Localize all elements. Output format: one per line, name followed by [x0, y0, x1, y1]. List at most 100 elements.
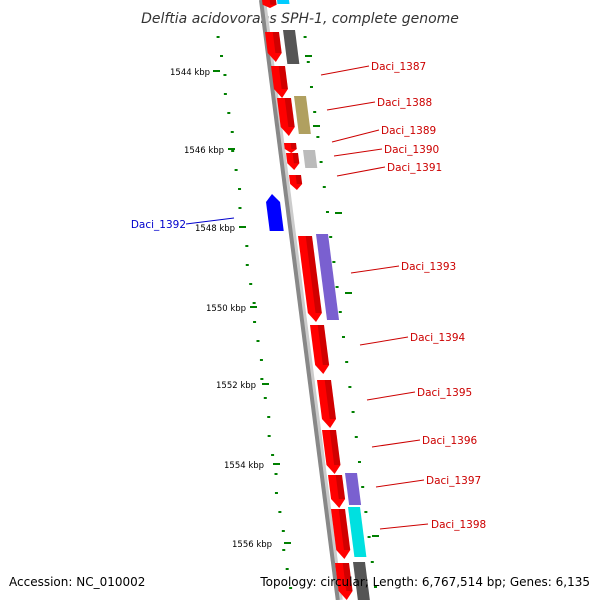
accession-text: Accession: NC_010002 [9, 575, 145, 589]
gene-label: Daci_1393 [401, 261, 456, 273]
tick-dot [231, 150, 235, 152]
tick-dot [274, 473, 278, 475]
tick-dot [267, 416, 271, 418]
gene-arrow-shade [295, 175, 303, 184]
leader-line [359, 336, 409, 346]
tick-dot [329, 236, 333, 238]
leader-line [326, 101, 376, 111]
gene-arrow [331, 509, 351, 559]
gene-label: Daci_1396 [422, 435, 478, 447]
tick-dot [322, 186, 326, 188]
gene-label: Daci_1395 [417, 387, 472, 399]
gene-arrow-shade [317, 325, 330, 365]
gene-arrow [317, 380, 336, 428]
feature-bars [277, 0, 370, 600]
tick-dot [216, 36, 220, 38]
gene-arrow-shade [278, 66, 288, 89]
feature-bar [283, 30, 300, 64]
scale-labels: 1544 kbp 1546 kbp 1548 kbp 1550 kbp 1552 kbp… [170, 68, 291, 550]
tick-dot [223, 93, 227, 95]
leader-line [350, 265, 400, 274]
scale-label: 1544 kbp [170, 68, 210, 78]
gene-label: Daci_1394 [410, 332, 466, 344]
tick-dot [234, 169, 238, 171]
tick-dot [238, 207, 242, 209]
tick-dot [367, 536, 371, 538]
tick-dot [303, 36, 307, 38]
gene-arrow-shade [305, 236, 322, 313]
tick-dot [274, 492, 278, 494]
gene-label: Daci_1389 [381, 125, 436, 137]
scale-dash [213, 70, 220, 72]
scale-dash [273, 463, 280, 465]
feature-bar [277, 0, 290, 4]
tick-dot [316, 136, 320, 138]
feature-bar [316, 234, 340, 320]
tick-dot [227, 112, 231, 114]
tick-dot [373, 586, 377, 588]
tick-dot [309, 86, 313, 88]
leader-line [331, 129, 380, 143]
tick-dot [252, 302, 256, 304]
scale-dash [284, 542, 291, 544]
tick-dot [278, 511, 282, 513]
tick-dot [230, 131, 234, 133]
leader-line [336, 166, 386, 177]
tick-dash [345, 292, 352, 294]
scale-dash [262, 383, 269, 385]
tick-dot [223, 74, 227, 76]
gene-arrow-shade [329, 430, 341, 465]
tick-dot [313, 111, 317, 113]
leader-line [379, 523, 429, 530]
backbone-line [258, 0, 340, 600]
tick-dot [354, 436, 358, 438]
tick-dot [281, 530, 285, 532]
tick-dot [245, 264, 249, 266]
tick-marks [216, 36, 379, 589]
gene-arrow-reverse [266, 194, 284, 231]
gene-arrow [262, 0, 277, 8]
gene-labels: Daci_1387 Daci_1388 Daci_1389 Daci_1390 Daci… [131, 61, 486, 531]
scale-label: 1554 kbp [224, 461, 264, 471]
tick-dash [305, 55, 312, 57]
tick-dot [238, 188, 242, 190]
tick-dot [335, 286, 339, 288]
tick-dot [357, 461, 361, 463]
leader-line [185, 217, 235, 225]
tick-dot [245, 245, 249, 247]
gene-arrow-shade [335, 475, 346, 499]
gene-arrow [310, 325, 330, 374]
label-leader-lines [185, 65, 429, 530]
leader-line [371, 439, 421, 448]
scale-label: 1556 kbp [232, 540, 272, 550]
scale-label: 1548 kbp [195, 224, 235, 234]
scale-dash [250, 306, 257, 308]
tick-dot [220, 55, 224, 57]
tick-dash [313, 125, 320, 127]
feature-bar [303, 150, 318, 168]
tick-dot [348, 386, 352, 388]
gene-label: Daci_1398 [431, 519, 486, 531]
genome-backbone [258, 0, 343, 600]
gene-arrows [262, 0, 353, 600]
tick-dot [249, 283, 253, 285]
feature-bar [348, 507, 367, 557]
leader-line [375, 479, 425, 488]
tick-dash [335, 212, 342, 214]
gene-arrow [289, 175, 303, 190]
tick-dot [282, 549, 286, 551]
tick-dot [289, 587, 293, 589]
gene-arrow-shade [290, 143, 297, 149]
scale-dash [239, 226, 246, 228]
gene-arrow-shade [338, 509, 351, 550]
leader-line [366, 391, 416, 401]
gene-label: Daci_1390 [384, 144, 439, 156]
topology-text: Topology: circular; Length: 6,767,514 bp… [259, 575, 590, 589]
tick-dot [267, 435, 271, 437]
gene-arrow [284, 143, 297, 153]
tick-dot [260, 378, 264, 380]
tick-dot [319, 161, 323, 163]
scale-dash [228, 148, 235, 150]
gene-label: Daci_1388 [377, 97, 432, 109]
